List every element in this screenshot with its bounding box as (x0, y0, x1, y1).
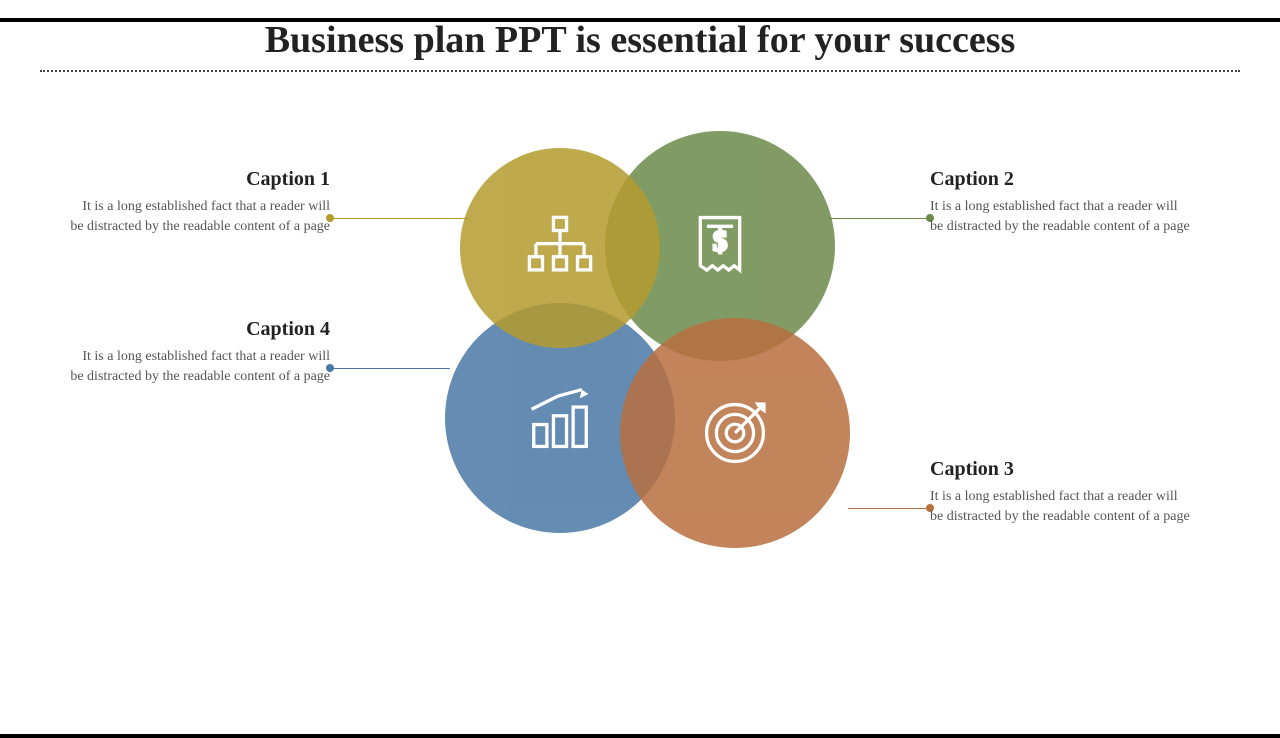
top-bar (0, 18, 1280, 22)
connector-caption-1 (330, 218, 470, 219)
title-underline (40, 70, 1240, 72)
connector-caption-4 (330, 368, 450, 369)
bottom-bar (0, 734, 1280, 738)
caption-1-heading: Caption 1 (70, 168, 330, 191)
diagram-stage: $ (0, 108, 1280, 728)
caption-3-heading: Caption 3 (930, 458, 1190, 481)
target-icon (700, 398, 770, 468)
svg-text:$: $ (713, 226, 727, 257)
invoice-icon: $ (685, 211, 755, 281)
growth-chart-icon (525, 383, 595, 453)
caption-3-body: It is a long established fact that a rea… (930, 487, 1190, 528)
caption-2-heading: Caption 2 (930, 168, 1190, 191)
caption-3: Caption 3 It is a long established fact … (930, 458, 1190, 528)
caption-1-body: It is a long established fact that a rea… (70, 197, 330, 238)
caption-4-body: It is a long established fact that a rea… (70, 347, 330, 388)
circle-orange (620, 318, 850, 548)
circle-yellow (460, 148, 660, 348)
caption-4-heading: Caption 4 (70, 318, 330, 341)
hierarchy-icon (525, 213, 595, 283)
caption-4: Caption 4 It is a long established fact … (70, 318, 330, 388)
caption-2-body: It is a long established fact that a rea… (930, 197, 1190, 238)
connector-caption-3 (848, 508, 930, 509)
caption-1: Caption 1 It is a long established fact … (70, 168, 330, 238)
page-title: Business plan PPT is essential for your … (0, 18, 1280, 62)
caption-2: Caption 2 It is a long established fact … (930, 168, 1190, 238)
connector-caption-2 (828, 218, 930, 219)
